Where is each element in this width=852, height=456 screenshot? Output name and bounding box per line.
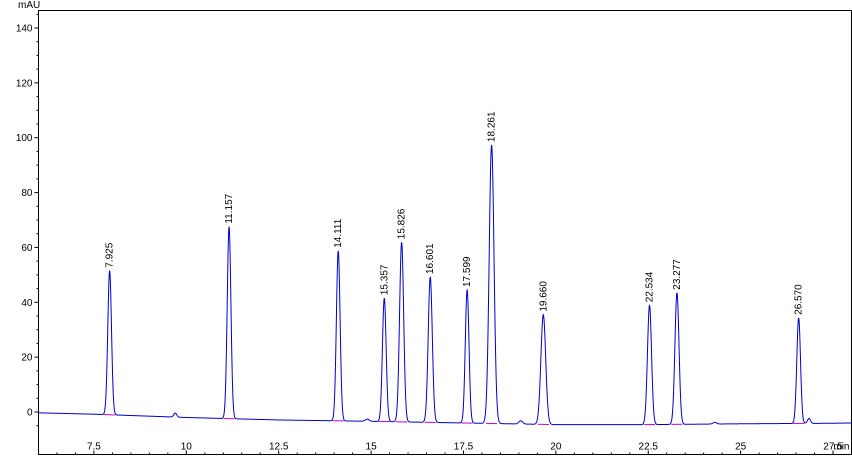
y-tick-label: 100 [16,133,33,144]
x-unit-label: min [833,442,849,453]
peak-label: 7.925 [105,242,116,267]
peak-label: 15.357 [379,264,390,295]
x-tick-label: 10 [181,442,193,453]
plot-frame [38,10,852,455]
x-tick-label: 20 [550,442,562,453]
x-tick-label: 15 [366,442,378,453]
peak-labels: 7.925 11.157 14.111 15.357 15.826 16.601 17.59… [105,111,805,315]
peak-label: 22.534 [645,271,656,302]
x-tick-label: 7.5 [87,442,101,453]
peak-label: 19.660 [538,281,549,312]
peak-label: 18.261 [487,111,498,142]
peak-label: 15.826 [397,208,408,239]
y-unit-label: mAU [18,0,40,11]
y-tick-label: 0 [27,408,33,419]
x-tick-label: 27.5 [823,442,843,453]
peak-baselines [104,414,805,426]
peak-label: 17.599 [462,256,473,287]
peak-label: 26.570 [794,284,805,315]
y-tick-label: 120 [16,78,33,89]
y-tick-label: 140 [16,24,33,35]
x-tick-label: 22.5 [639,442,659,453]
peak-label: 11.157 [224,193,235,223]
y-tick-label: 60 [21,243,33,254]
x-tick-label: 25 [735,442,747,453]
x-tick-label: 12.5 [269,442,289,453]
x-tick-label: 17.5 [454,442,474,453]
y-axis: 0 20 40 60 80 100 120 140 [16,13,39,427]
peak-label: 14.111 [333,218,344,248]
y-tick-label: 80 [21,188,33,199]
signal-trace [38,144,852,426]
y-tick-label: 20 [21,353,33,364]
y-tick-label: 40 [21,298,33,309]
peak-label: 23.277 [672,259,683,290]
peak-label: 16.601 [425,243,436,274]
